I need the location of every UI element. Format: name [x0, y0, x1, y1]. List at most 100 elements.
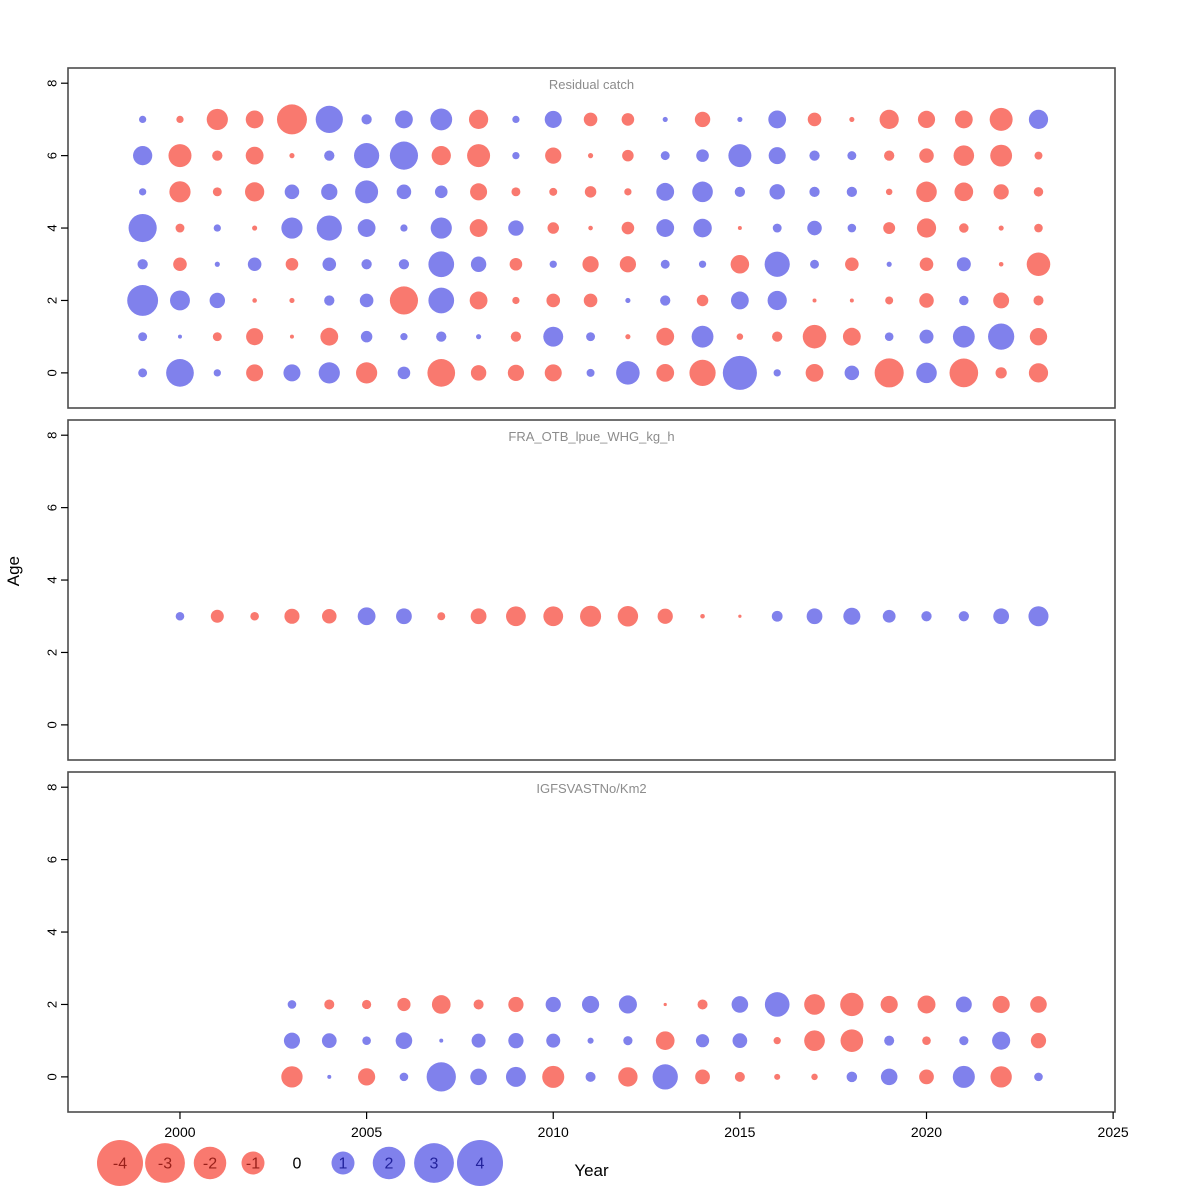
- legend-bubble: [145, 1143, 185, 1183]
- residual-bubble: [916, 181, 937, 203]
- residual-bubble: [698, 260, 707, 268]
- residual-bubble: [737, 116, 743, 122]
- residual-bubble: [469, 219, 488, 237]
- residual-bubble: [884, 332, 894, 341]
- legend-label: 3: [430, 1156, 439, 1173]
- panel-box: [67, 771, 1116, 1113]
- residual-bubble: [547, 222, 559, 234]
- y-tick-label: 6: [45, 504, 60, 511]
- residual-bubble: [736, 333, 744, 340]
- residual-bubble: [804, 1030, 825, 1052]
- residual-bubble: [276, 104, 307, 135]
- residual-bubble: [660, 259, 670, 269]
- residual-bubble: [809, 186, 820, 197]
- residual-bubble: [137, 259, 148, 270]
- residual-bubble: [618, 995, 637, 1014]
- residual-bubble: [695, 1069, 710, 1085]
- residual-bubble: [696, 149, 709, 162]
- residual-bubble: [954, 182, 974, 202]
- residual-bubble: [722, 355, 757, 390]
- residual-bubble: [584, 186, 597, 198]
- residual-bubble: [953, 145, 975, 166]
- residual-bubble: [398, 259, 410, 270]
- legend-bubble: [193, 1146, 227, 1180]
- residual-bubble: [210, 609, 224, 623]
- residual-bubble: [990, 144, 1013, 167]
- panel-box: [67, 67, 1116, 409]
- residual-bubble: [428, 251, 455, 278]
- x-tick-label: 2015: [724, 1124, 755, 1140]
- residual-bubble: [246, 328, 264, 346]
- residual-bubble: [993, 184, 1009, 200]
- residual-bubble: [738, 614, 742, 618]
- residual-bubble: [127, 285, 159, 316]
- residual-bubble: [245, 110, 264, 129]
- y-tick-label: 8: [45, 784, 60, 791]
- residual-bubble: [619, 256, 637, 273]
- residual-bubble: [693, 218, 712, 238]
- residual-bubble: [621, 221, 635, 235]
- residual-bubble: [327, 1074, 332, 1079]
- residual-bubble: [773, 369, 781, 377]
- residual-bubble: [428, 287, 455, 314]
- residual-bubble: [697, 999, 708, 1010]
- residual-bubble: [804, 994, 825, 1015]
- legend-label: 1: [339, 1156, 348, 1173]
- residual-bubble: [283, 364, 301, 382]
- residual-bubble: [247, 257, 262, 272]
- residual-bubble: [954, 110, 973, 129]
- x-tick-label: 2000: [164, 1124, 195, 1140]
- legend-bubble: [414, 1143, 454, 1183]
- residual-bubble: [396, 184, 412, 200]
- residual-bubble: [476, 334, 482, 340]
- residual-bubble: [213, 224, 221, 232]
- residual-bubble: [840, 992, 864, 1017]
- residual-bubble: [998, 225, 1004, 231]
- residual-bubble: [506, 606, 526, 627]
- legend-label: -1: [246, 1156, 260, 1173]
- residual-bubble: [849, 298, 854, 303]
- residual-bubble: [389, 141, 419, 170]
- residual-bubble: [252, 225, 258, 231]
- residual-bubble: [213, 369, 221, 377]
- residual-bubble: [320, 327, 339, 346]
- y-tick-label: 0: [45, 1073, 60, 1080]
- residual-bubble: [509, 257, 523, 271]
- residual-bubble: [321, 1033, 337, 1049]
- residual-bubble: [663, 1002, 667, 1007]
- residual-bubble: [316, 215, 342, 241]
- residual-bubble: [847, 151, 857, 161]
- residual-bubble: [427, 359, 456, 387]
- residual-bubble: [806, 608, 823, 625]
- residual-bubble: [587, 153, 594, 159]
- residual-bubble: [284, 184, 300, 200]
- residual-bubble: [700, 613, 705, 619]
- residual-bubble: [660, 295, 671, 306]
- residual-bubble: [246, 364, 264, 382]
- residual-bubble: [874, 358, 904, 388]
- residual-bubble: [919, 1069, 934, 1085]
- y-tick-label: 2: [45, 649, 60, 656]
- legend-label: 4: [476, 1156, 485, 1173]
- residual-bubble: [772, 223, 782, 233]
- residual-bubble: [689, 359, 716, 386]
- residual-bubble: [768, 110, 787, 129]
- legend-label: 0: [293, 1156, 302, 1173]
- residual-bubble: [510, 331, 522, 342]
- residual-bubble: [212, 187, 222, 197]
- residual-bubble: [546, 1033, 561, 1048]
- residual-bubble: [995, 367, 1007, 379]
- residual-bubble: [656, 182, 675, 201]
- residual-bubble: [505, 1066, 526, 1087]
- residual-bubble: [885, 188, 893, 196]
- residual-bubble: [737, 226, 742, 231]
- residual-bubble: [1028, 363, 1049, 383]
- y-tick-label: 2: [45, 1001, 60, 1008]
- residual-bubble: [621, 113, 635, 126]
- residual-bubble: [397, 366, 411, 380]
- residual-bubble: [1034, 223, 1043, 233]
- residual-bubble: [662, 116, 668, 122]
- residual-bubble: [289, 153, 295, 159]
- residual-bubble: [774, 1073, 781, 1080]
